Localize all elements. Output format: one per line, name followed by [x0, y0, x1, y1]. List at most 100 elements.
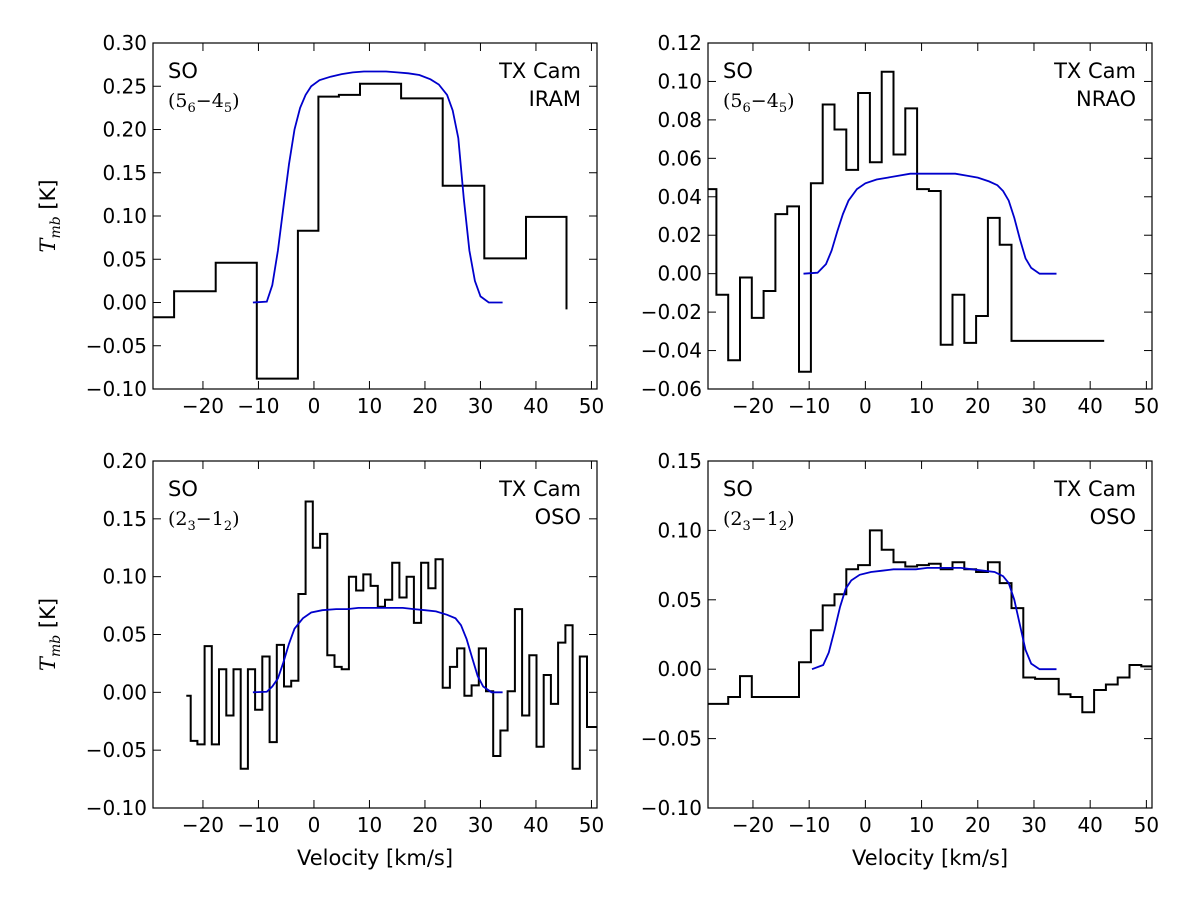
x-tick-label: −20	[732, 394, 774, 418]
chart-panel-panel-tl: −20 −10 0 10 20 30 40 50 −0.10 −0.05 0.00 0.05 0.10 0…	[36, 31, 604, 418]
y-axis-label-unit: [K]	[36, 598, 60, 635]
transition-mid: −4	[751, 90, 779, 112]
x-tick-label: 0	[859, 813, 872, 837]
series-observed	[153, 82, 568, 380]
y-tick-label: 0.12	[657, 31, 702, 55]
plot-area	[186, 500, 597, 770]
x-tick-label: 10	[357, 394, 382, 418]
axes-frame	[707, 460, 1153, 809]
y-tick-label: −0.05	[641, 727, 702, 751]
series-model	[811, 567, 1057, 671]
y-tick-label: 0.30	[102, 31, 147, 55]
x-axis-label: Velocity [km/s]	[852, 846, 1008, 870]
series-observed	[708, 529, 1152, 714]
transition-open: (2	[723, 508, 743, 530]
y-tick-label: 0.10	[102, 565, 147, 589]
y-axis-label-unit: [K]	[36, 179, 60, 216]
x-tick-label: −10	[788, 394, 830, 418]
chart-panel-panel-br: −20 −10 0 10 20 30 40 50 −0.10 −0.05 0.00 0.05 0.10 0…	[641, 449, 1159, 870]
x-tick-label: 30	[1021, 813, 1046, 837]
y-tick-label: 0.20	[102, 449, 147, 473]
transition-sub1: 6	[743, 101, 751, 116]
y-tick-label: −0.05	[86, 738, 147, 762]
y-tick-label: 0.00	[657, 657, 702, 681]
transition-close: )	[232, 90, 239, 112]
y-tick-label: −0.06	[641, 377, 702, 401]
y-tick-label: 0.05	[657, 588, 702, 612]
x-tick-label: −20	[732, 813, 774, 837]
transition-mid: −4	[196, 90, 224, 112]
transition-label: (56−45)	[723, 90, 795, 116]
transition-label: (23−12)	[723, 508, 795, 534]
x-tick-label: −10	[237, 813, 279, 837]
transition-mid: −1	[751, 508, 779, 530]
x-tick-label: 40	[523, 813, 548, 837]
x-tick-label: 20	[965, 813, 990, 837]
y-tick-label: 0.25	[102, 74, 147, 98]
y-tick-label: 0.10	[657, 69, 702, 93]
y-tick-label: −0.02	[641, 300, 702, 324]
transition-label: (56−45)	[168, 90, 240, 116]
molecule-label: SO	[168, 477, 198, 501]
source-label: TX Cam	[1053, 59, 1136, 83]
transition-sub2: 5	[779, 101, 787, 116]
transition-open: (5	[168, 90, 188, 112]
x-tick-label: 40	[523, 394, 548, 418]
x-tick-label: 10	[909, 813, 934, 837]
y-axis-label: Tmb [K]	[36, 179, 64, 252]
y-tick-label: 0.15	[657, 449, 702, 473]
x-tick-label: 20	[412, 813, 437, 837]
y-tick-label: −0.10	[86, 377, 147, 401]
transition-mid: −1	[196, 508, 224, 530]
y-tick-label: 0.10	[657, 518, 702, 542]
y-tick-label: 0.08	[657, 108, 702, 132]
telescope-label: OSO	[1090, 505, 1136, 529]
transition-open: (2	[168, 508, 188, 530]
x-tick-label: 50	[579, 813, 604, 837]
source-label: TX Cam	[498, 477, 581, 501]
y-tick-label: 0.06	[657, 146, 702, 170]
chart-panel-panel-tr: −20 −10 0 10 20 30 40 50 −0.06 −0.04 −0.02 0.00 0.02…	[641, 31, 1159, 418]
y-axis-label-subscript: mb	[48, 216, 64, 238]
x-tick-label: 30	[468, 813, 493, 837]
y-axis-label: Tmb [K]	[36, 598, 64, 671]
series-observed	[708, 70, 1105, 373]
telescope-label: NRAO	[1076, 87, 1136, 111]
x-tick-label: −20	[182, 813, 224, 837]
y-tick-label: 0.04	[657, 185, 702, 209]
x-tick-label: 10	[357, 813, 382, 837]
y-tick-label: 0.15	[102, 161, 147, 185]
x-axis-label: Velocity [km/s]	[297, 846, 453, 870]
x-tick-label: 20	[965, 394, 990, 418]
x-tick-label: 40	[1077, 813, 1102, 837]
y-axis-label-subscript: mb	[48, 635, 64, 657]
transition-close: )	[787, 508, 794, 530]
transition-sub1: 3	[188, 519, 196, 534]
plot-area	[153, 70, 568, 380]
plot-area	[708, 70, 1105, 373]
x-tick-label: −20	[182, 394, 224, 418]
y-tick-label: 0.02	[657, 223, 702, 247]
y-axis-label-symbol: T	[36, 655, 60, 671]
molecule-label: SO	[168, 59, 198, 83]
series-model	[252, 607, 503, 694]
source-label: TX Cam	[1053, 477, 1136, 501]
x-tick-label: −10	[237, 394, 279, 418]
x-tick-label: 30	[468, 394, 493, 418]
transition-sub1: 3	[743, 519, 751, 534]
x-tick-label: 50	[579, 394, 604, 418]
transition-close: )	[232, 508, 239, 530]
molecule-label: SO	[723, 477, 753, 501]
x-tick-label: −10	[788, 813, 830, 837]
x-tick-label: 10	[909, 394, 934, 418]
molecule-label: SO	[723, 59, 753, 83]
y-tick-label: 0.20	[102, 118, 147, 142]
transition-sub2: 2	[779, 519, 787, 534]
y-tick-label: −0.10	[86, 796, 147, 820]
y-tick-label: 0.05	[102, 623, 147, 647]
series-model	[803, 172, 1057, 275]
series-observed	[186, 500, 597, 770]
y-tick-label: 0.15	[102, 507, 147, 531]
transition-sub2: 5	[224, 101, 232, 116]
